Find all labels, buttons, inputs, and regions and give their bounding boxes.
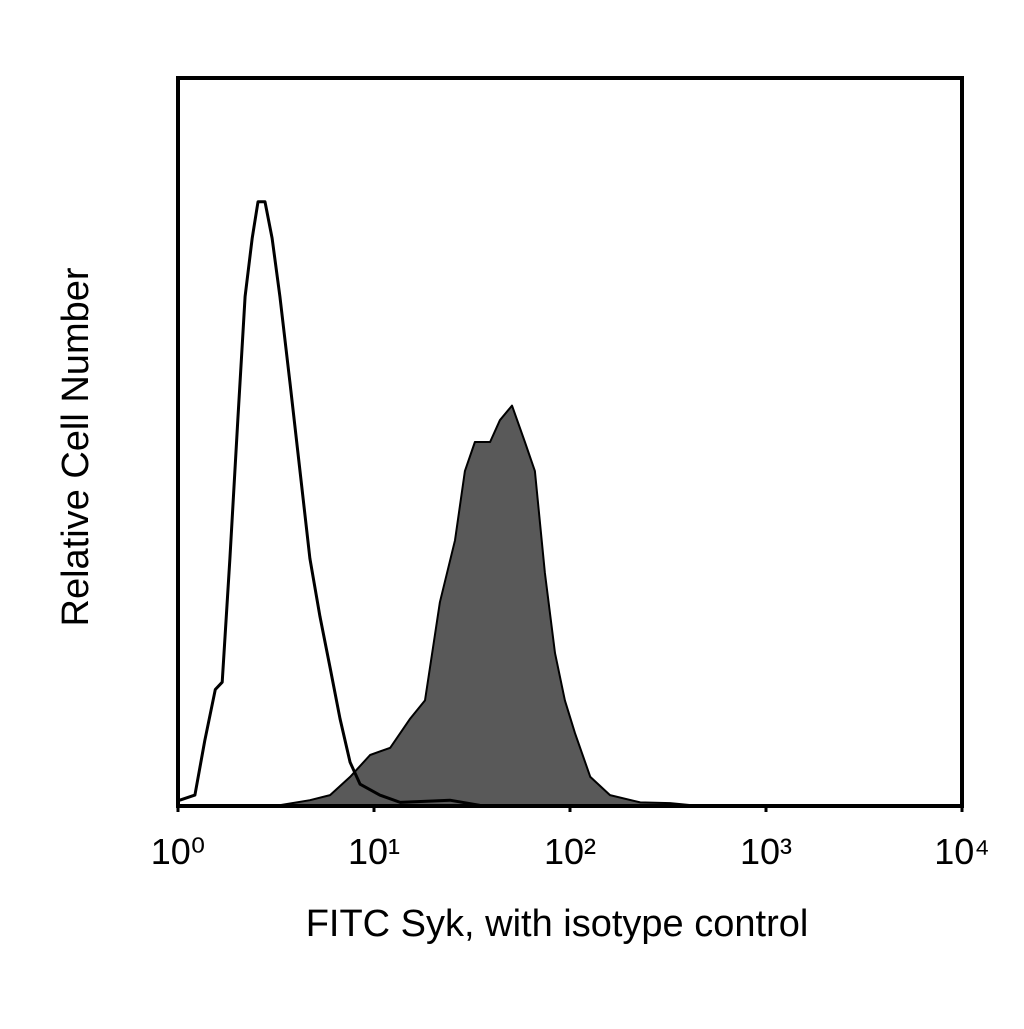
x-tick-label: 10⁴	[934, 831, 990, 872]
x-tick-label: 10¹	[348, 831, 400, 872]
histogram-filled	[273, 404, 701, 807]
x-tick-label: 10⁰	[151, 831, 205, 872]
y-axis-label: Relative Cell Number	[55, 267, 97, 626]
x-tick-label: 10³	[740, 831, 792, 872]
x-tick-label: 10²	[544, 831, 596, 872]
x-axis-label: FITC Syk, with isotype control	[306, 903, 809, 945]
histogram-outline	[179, 200, 481, 807]
